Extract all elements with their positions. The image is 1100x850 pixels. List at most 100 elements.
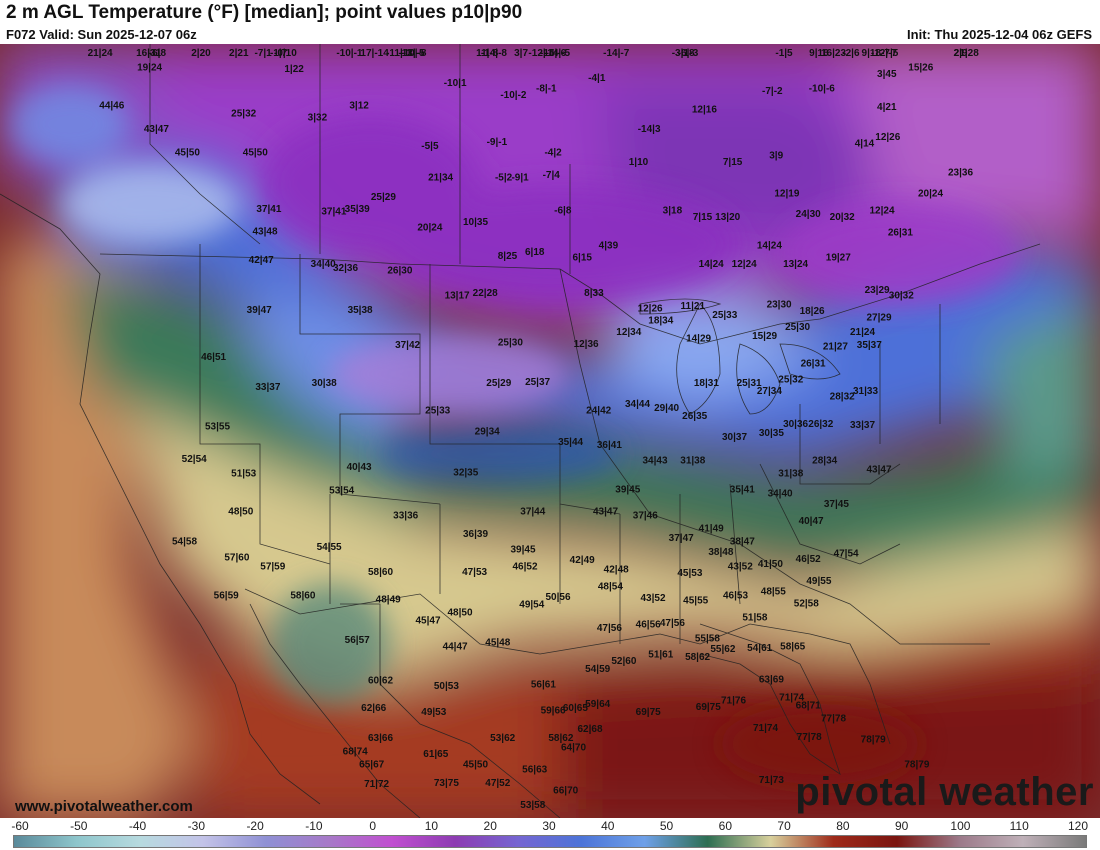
point-value-label: 35|38 <box>348 305 373 316</box>
point-value-label: 45|55 <box>683 596 708 607</box>
point-value-label: -6|8 <box>554 205 572 216</box>
valid-time: F072 Valid: Sun 2025-12-07 06z <box>6 27 197 42</box>
point-value-label: 43|48 <box>252 226 277 237</box>
colorbar-tick: -10 <box>305 819 323 833</box>
point-value-label: 35|41 <box>730 484 755 495</box>
point-value-label: -13|-5 <box>398 48 425 59</box>
site-credit: www.pivotalweather.com <box>15 798 193 815</box>
point-value-label: 2|9 <box>954 48 968 59</box>
point-value-label: -1|5 <box>775 48 793 59</box>
point-value-label: 71|76 <box>721 695 746 706</box>
point-value-label: 43|47 <box>866 465 891 476</box>
point-value-label: 14|24 <box>699 259 724 270</box>
point-value-label: 60|62 <box>368 676 393 687</box>
point-value-label: 45|53 <box>677 568 702 579</box>
point-value-label: 2|20 <box>191 48 211 59</box>
point-value-label: 58|62 <box>548 733 573 744</box>
point-value-label: 56|59 <box>214 591 239 602</box>
temperature-map[interactable]: -6|8 -7|1 17|-14 -10|-8 -14|-5 -3|18 16|23 9|18… <box>0 44 1100 818</box>
point-value-label: 18|26 <box>800 306 825 317</box>
point-value-label: 26|31 <box>801 359 826 370</box>
point-value-label: 59|64 <box>585 699 610 710</box>
point-value-label: 37|44 <box>520 507 545 518</box>
point-value-label: -7|4 <box>543 170 561 181</box>
point-value-label: 53|58 <box>520 800 545 811</box>
point-value-label: 20|24 <box>918 188 943 199</box>
point-value-label: -2|6 <box>842 48 860 59</box>
point-value-label: 1|10 <box>629 157 649 168</box>
point-value-label: -1|7 <box>270 48 288 59</box>
point-value-label: 37|45 <box>824 499 849 510</box>
point-value-label: 71|74 <box>779 693 804 704</box>
point-value-label: 42|48 <box>604 564 629 575</box>
point-value-label: -14|-5 <box>544 48 571 59</box>
point-value-label: 4|39 <box>599 241 619 252</box>
point-value-label: 3|9 <box>769 150 783 161</box>
point-value-label: 12|26 <box>875 132 900 143</box>
point-value-label: 53|55 <box>205 422 230 433</box>
point-value-label: 57|59 <box>260 562 285 573</box>
point-value-label: -14|3 <box>638 124 661 135</box>
point-value-label: 23|36 <box>948 167 973 178</box>
point-value-label: -8|-1 <box>536 84 557 95</box>
point-value-label: 33|37 <box>850 420 875 431</box>
point-value-label: 24|42 <box>586 406 611 417</box>
point-value-label: 13|24 <box>783 259 808 270</box>
point-value-label: 45|48 <box>485 638 510 649</box>
point-value-label: 43|52 <box>640 593 665 604</box>
point-value-label: 32|36 <box>333 263 358 274</box>
point-value-label: 14|24 <box>757 241 782 252</box>
point-value-label: 23|30 <box>767 300 792 311</box>
point-value-label: -3|18 <box>672 48 695 59</box>
point-value-label: 32|35 <box>453 467 478 478</box>
point-value-label: 30|38 <box>312 378 337 389</box>
point-value-label: 14|29 <box>686 334 711 345</box>
point-value-label: 30|36 <box>783 419 808 430</box>
point-value-label: -10|1 <box>444 78 467 89</box>
point-value-label: 64|70 <box>561 742 586 753</box>
colorbar-tick: 80 <box>836 819 850 833</box>
colorbar-tick: 50 <box>659 819 674 833</box>
point-value-label: 26|31 <box>888 228 913 239</box>
colorbar-tick: 110 <box>1009 819 1029 833</box>
point-value-label: 34|44 <box>625 399 650 410</box>
point-value-label: 51|58 <box>742 613 767 624</box>
point-value-label: 21|24 <box>88 48 113 59</box>
colorbar-tick: 10 <box>424 819 439 833</box>
point-value-label: -0|10 <box>274 48 297 59</box>
point-value-label: 78|79 <box>861 735 886 746</box>
point-value-label: 47|54 <box>834 549 859 560</box>
point-value-label: 29|40 <box>654 403 679 414</box>
point-value-label: 49|54 <box>519 600 544 611</box>
point-value-label: 48|50 <box>447 608 472 619</box>
point-value-label: 41|50 <box>758 559 783 570</box>
point-value-label: -10|-2 <box>500 90 527 101</box>
point-value-label: 71|74 <box>753 723 778 734</box>
point-value-label: 25|31 <box>737 378 762 389</box>
brand-logo: pivotal weather <box>795 770 1094 814</box>
point-value-label: 20|24 <box>417 222 442 233</box>
point-value-label: 38|47 <box>730 537 755 548</box>
point-value-label: 10|35 <box>463 217 488 228</box>
point-value-label: 3|7 <box>514 48 528 59</box>
point-value-label: 37|42 <box>395 340 420 351</box>
point-value-label: 2|21 <box>229 48 249 59</box>
point-value-label: 26|35 <box>682 411 707 422</box>
point-value-label: -12|-7 <box>871 48 898 59</box>
point-value-label: 8|33 <box>584 288 604 299</box>
point-value-label: 52|54 <box>182 454 207 465</box>
point-value-label: -10|-8 <box>400 48 427 59</box>
point-value-label: 56|57 <box>345 635 370 646</box>
point-value-label: 58|62 <box>685 652 710 663</box>
point-value-label: 25|33 <box>425 406 450 417</box>
point-value-label: 34|40 <box>768 488 793 499</box>
point-value-label: 11|21 <box>681 301 706 312</box>
point-value-label: 31|38 <box>778 469 803 480</box>
point-value-label: -11|-1 <box>386 48 412 59</box>
point-value-label: 45|50 <box>463 759 488 770</box>
point-value-label: 12|24 <box>869 205 894 216</box>
point-value-label: -10|-6 <box>809 84 836 95</box>
point-value-label: -6|8 <box>149 48 167 59</box>
colorbar: -60 -50 -40 -30 -20 -10 0 10 20 30 40 50 60 70 80 90 100… <box>0 818 1100 850</box>
point-value-label: 26|32 <box>808 419 833 430</box>
